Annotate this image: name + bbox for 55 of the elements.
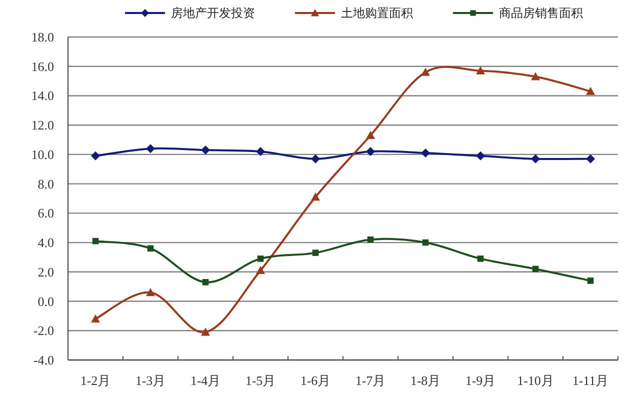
point: [201, 328, 210, 336]
y-tick-label: 18.0: [31, 30, 54, 44]
x-tick-label: 1-3月: [135, 373, 166, 388]
y-tick-label: 2.0: [38, 264, 54, 280]
y-tick-label: 0.0: [38, 294, 54, 309]
point: [476, 151, 485, 160]
point: [421, 68, 430, 76]
y-tick-label: 8.0: [38, 176, 54, 192]
x-tick-label: 1-9月: [465, 373, 496, 388]
x-tick-label: 1-10月: [517, 373, 554, 388]
point: [257, 256, 264, 262]
point: [586, 86, 595, 95]
point: [311, 154, 320, 164]
point: [202, 279, 209, 286]
legend-label: 商品房销售面积: [499, 6, 583, 20]
y-tick-label: 16.0: [31, 58, 54, 74]
point: [421, 148, 430, 158]
point: [477, 256, 484, 262]
x-tick-label: 1-8月: [410, 373, 441, 388]
point: [146, 144, 155, 154]
y-tick-label: 10.0: [31, 146, 54, 162]
point: [366, 147, 375, 156]
y-tick-label: 14.0: [31, 88, 54, 104]
point: [312, 250, 319, 256]
x-tick-label: 1-6月: [300, 373, 331, 388]
point: [91, 314, 100, 322]
point: [256, 147, 265, 156]
point: [531, 72, 540, 80]
y-tick-label: 6.0: [38, 206, 54, 221]
legend-label: 房地产开发投资: [171, 6, 255, 20]
point: [256, 266, 265, 274]
x-tick-label: 1-2月: [80, 373, 111, 388]
point: [367, 236, 374, 243]
point: [531, 154, 540, 164]
x-tick-label: 1-11月: [572, 373, 609, 388]
point: [587, 278, 594, 284]
point: [366, 130, 375, 139]
point: [586, 154, 595, 164]
point: [201, 146, 210, 155]
point: [92, 238, 99, 244]
point: [311, 192, 320, 201]
x-tick-label: 1-4月: [190, 373, 221, 388]
y-tick-label: -2.0: [33, 323, 54, 338]
point: [146, 288, 155, 296]
x-tick-label: 1-7月: [355, 373, 386, 388]
y-tick-label: -4.0: [33, 352, 54, 368]
legend-label: 土地购置面积: [341, 6, 413, 20]
y-tick-label: 12.0: [31, 118, 54, 133]
point: [476, 66, 485, 74]
point: [532, 266, 539, 272]
point: [91, 151, 100, 160]
point: [422, 239, 429, 246]
x-tick-label: 1-5月: [245, 373, 276, 388]
point: [147, 245, 154, 252]
y-tick-label: 4.0: [38, 235, 54, 250]
